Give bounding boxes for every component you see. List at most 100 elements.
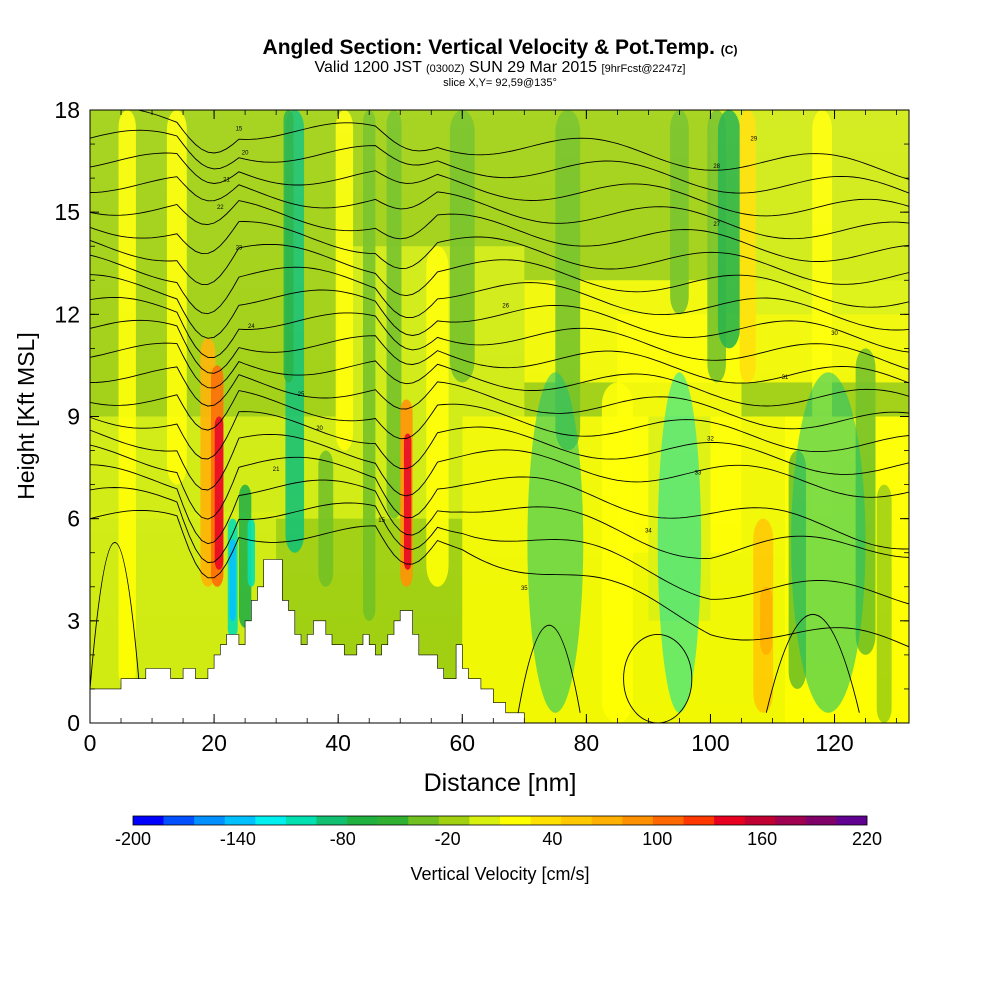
colorbar-swatch <box>714 816 745 825</box>
colorbar-swatch <box>561 816 593 825</box>
colorbar-swatch <box>683 816 715 825</box>
chart-title-unit: (C) <box>720 43 738 57</box>
colorbar-swatch <box>652 816 684 825</box>
x-tick-label: 20 <box>201 730 227 756</box>
colorbar-swatch <box>377 816 409 825</box>
colorbar-swatch <box>194 816 226 825</box>
colorbar-swatch <box>836 816 868 825</box>
colorbar-swatch <box>255 816 287 825</box>
colorbar-frame <box>132 815 868 826</box>
contour-label: 26 <box>502 304 509 310</box>
pot-temp-contour <box>90 254 909 331</box>
valid-date: SUN 29 Mar 2015 <box>469 59 598 76</box>
colorbar-swatch <box>591 816 623 825</box>
y-tick-label: 0 <box>67 710 80 736</box>
pot-temp-contour <box>90 444 909 550</box>
pot-temp-contour <box>90 411 909 475</box>
pot-temp-contour <box>90 487 909 605</box>
contour-label: 31 <box>782 375 789 381</box>
pot-temp-contour <box>90 239 909 308</box>
contour-label: 22 <box>217 205 224 211</box>
terrain-mask <box>89 559 909 724</box>
contour-label: 27 <box>713 222 720 228</box>
valid-zulu: (0300Z) <box>426 63 465 75</box>
y-tick-label: 3 <box>67 608 80 634</box>
colorbar-swatch <box>469 816 501 825</box>
x-tick-label: 80 <box>574 730 600 756</box>
x-axis-label: Distance [nm] <box>424 769 577 797</box>
pot-temp-contour <box>90 200 909 262</box>
contour-label: 29 <box>751 137 758 143</box>
chart-title: Angled Section: Vertical Velocity & Pot.… <box>0 36 1000 60</box>
pot-temp-contour <box>90 152 909 217</box>
contour-label: 15 <box>378 518 385 524</box>
contour-label: 20 <box>316 426 323 432</box>
pot-temp-contour <box>90 429 909 498</box>
valid-time: Valid 1200 JST <box>314 59 422 76</box>
colorbar-swatch <box>438 816 470 825</box>
contour-label: 33 <box>695 470 702 476</box>
colorbar-tick-label: 40 <box>542 829 562 849</box>
contour-label: 28 <box>713 164 720 170</box>
contour-label: 21 <box>223 178 230 184</box>
colorbar-swatch <box>775 816 807 825</box>
pot-temp-contour <box>90 509 909 648</box>
field-shade <box>90 110 909 723</box>
pot-temp-contour <box>135 110 909 180</box>
colorbar-swatch <box>744 816 776 825</box>
pot-temp-contour <box>765 613 860 713</box>
pot-temp-contour <box>90 176 909 240</box>
y-tick-label: 18 <box>54 97 80 123</box>
y-tick-label: 9 <box>67 404 80 430</box>
pot-temp-contour <box>90 129 909 194</box>
pot-temp-contour <box>90 342 909 407</box>
pot-temp-contour <box>90 464 909 559</box>
colorbar-swatch <box>224 816 256 825</box>
chart-title-text: Angled Section: Vertical Velocity & Pot.… <box>262 36 715 59</box>
pot-temp-contour <box>90 221 909 285</box>
vertical-velocity-field <box>90 110 909 723</box>
x-tick-label: 100 <box>691 730 729 756</box>
pot-temp-contour <box>90 390 909 453</box>
contour-label: 35 <box>521 586 528 592</box>
colorbar-swatch <box>347 816 378 825</box>
y-axis: 0 3 6 9 12 15 18 <box>54 97 909 736</box>
contour-label: 21 <box>273 467 280 473</box>
contour-label: 34 <box>645 528 652 534</box>
contour-label: 15 <box>236 126 243 132</box>
chart-subtitle: Valid 1200 JST (0300Z) SUN 29 Mar 2015 [… <box>0 60 1000 77</box>
contour-label: 30 <box>831 331 838 337</box>
contour-label: 20 <box>242 150 249 156</box>
colorbar-label: Vertical Velocity [cm/s] <box>410 864 589 884</box>
pot-temp-contour <box>517 625 581 713</box>
colorbar-swatch <box>622 816 654 825</box>
pot-temp-contour <box>623 634 693 723</box>
y-tick-label: 6 <box>67 506 80 532</box>
contour-label: 24 <box>248 324 255 330</box>
colorbar-tick-label: -20 <box>435 829 461 849</box>
y-tick-label: 15 <box>54 199 80 225</box>
pot-temp-contour <box>90 366 909 430</box>
colorbar-tick-label: -200 <box>115 829 151 849</box>
pot-temp-contours: 15 20 21 22 23 24 25 26 27 28 29 30 31 32 33 34 35 15 20 21 <box>90 110 909 723</box>
pot-temp-contour <box>90 296 909 370</box>
x-axis: 0 20 40 60 80 100 120 <box>84 110 897 756</box>
colorbar-swatch <box>285 816 317 825</box>
pot-temp-contour <box>90 274 909 353</box>
colorbar-swatch <box>805 816 837 825</box>
contour-label: 23 <box>236 246 243 252</box>
pot-temp-contour <box>90 319 909 384</box>
colorbar-tick-label: -80 <box>330 829 356 849</box>
x-tick-label: 0 <box>84 730 97 756</box>
colorbar-tick-label: 100 <box>642 829 672 849</box>
forecast-info: [9hrFcst@2247z] <box>601 63 686 75</box>
y-axis-label: Height [Kft MSL] <box>13 332 39 499</box>
colorbar-swatch <box>530 816 562 825</box>
colorbar-swatch <box>163 816 195 825</box>
colorbar-swatch <box>408 816 440 825</box>
colorbar-tick-label: 160 <box>747 829 777 849</box>
colorbar-swatch <box>500 816 531 825</box>
x-tick-label: 40 <box>325 730 351 756</box>
contour-label: 25 <box>298 392 305 398</box>
